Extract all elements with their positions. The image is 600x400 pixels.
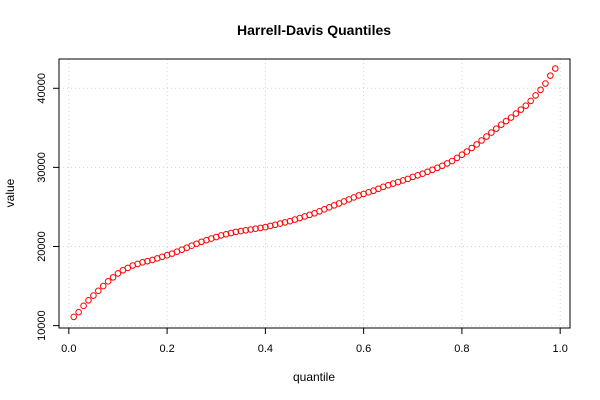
data-point [473, 141, 480, 148]
data-point [537, 86, 544, 94]
data-point [522, 102, 530, 109]
data-point [507, 114, 515, 121]
x-axis-label: quantile [293, 370, 335, 384]
x-tick-label: 0.6 [356, 343, 371, 355]
data-points [70, 65, 559, 321]
data-point [252, 225, 259, 233]
data-point [95, 287, 102, 295]
data-point [542, 80, 549, 87]
data-point [497, 121, 505, 128]
data-point [237, 227, 245, 235]
data-point [242, 226, 250, 234]
x-tick-label: 0.2 [159, 343, 174, 355]
data-point [99, 282, 107, 290]
data-point [257, 224, 264, 232]
data-point [492, 125, 500, 132]
grid [59, 59, 570, 328]
data-point [468, 144, 476, 152]
data-point [75, 308, 82, 316]
data-point [547, 72, 554, 79]
data-point [70, 313, 78, 321]
data-point [488, 129, 495, 136]
data-point [453, 154, 461, 162]
data-point [104, 278, 112, 285]
data-point [532, 92, 539, 99]
y-tick-label: 40000 [36, 73, 48, 104]
data-point [114, 270, 122, 277]
data-point [517, 106, 525, 113]
data-point [448, 157, 456, 165]
data-point [80, 302, 87, 310]
data-point [551, 65, 559, 72]
data-point [483, 133, 490, 140]
data-point [247, 226, 254, 233]
y-axis-label: value [3, 178, 17, 207]
data-point [502, 117, 510, 125]
x-tick-label: 0.8 [454, 343, 469, 355]
data-point [90, 292, 97, 299]
axes: 0.0 0.2 0.4 0.6 0.8 1.0 10000 20000 30000 40000 [36, 73, 568, 355]
data-point [232, 228, 240, 236]
y-tick-label: 20000 [36, 231, 48, 262]
x-tick-label: 0.4 [258, 343, 273, 355]
data-point [463, 148, 471, 155]
chart-title: Harrell-Davis Quantiles [237, 22, 391, 38]
y-tick-label: 10000 [36, 310, 48, 341]
data-point [85, 297, 92, 304]
x-tick-label: 1.0 [553, 343, 568, 355]
data-point [458, 151, 466, 159]
y-tick-label: 30000 [36, 152, 48, 183]
x-tick-label: 0.0 [61, 343, 76, 355]
data-point [527, 97, 534, 105]
data-point [512, 110, 520, 117]
data-point [478, 137, 485, 144]
plot-frame [58, 58, 571, 329]
data-point [109, 274, 117, 281]
